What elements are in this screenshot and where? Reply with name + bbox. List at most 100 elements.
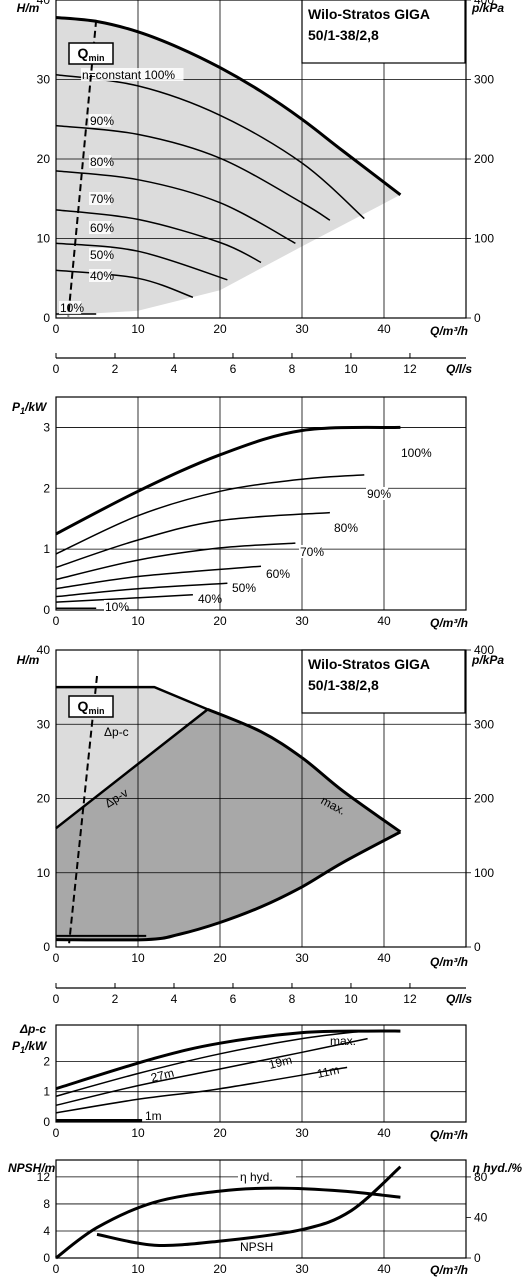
y2-tick-label: 0 [474, 311, 481, 325]
y-tick-label: 20 [37, 792, 51, 806]
x2-tick-label: 6 [230, 362, 237, 376]
speed-label: 50% [90, 248, 114, 262]
y-tick-label: 2 [43, 1054, 50, 1068]
y2-tick-label: 200 [474, 152, 494, 166]
x2-tick-label: 0 [53, 362, 60, 376]
speed-label: n=constant 100% [82, 68, 175, 82]
qmin-line [67, 19, 98, 317]
power-curve-5 [55, 565, 262, 590]
qmin-label: Qmin [78, 698, 105, 716]
x2-axis-label: Q/l/s [446, 362, 472, 376]
plot-frame [55, 1024, 467, 1123]
y-tick-label: 1 [43, 1085, 50, 1099]
x-tick-label: 0 [53, 322, 60, 336]
npsh-curve [96, 1165, 402, 1247]
x-tick-label: 0 [53, 614, 60, 628]
x-tick-label: 20 [213, 1126, 227, 1140]
control-power-curve-2 [55, 1030, 364, 1097]
y-tick-label: 40 [37, 0, 51, 7]
x-tick-label: 30 [295, 614, 309, 628]
qmin-line [68, 675, 98, 944]
x-axis-label: Q/m³/h [430, 324, 468, 338]
speed-label-bg [89, 221, 112, 234]
power-curve-1 [55, 425, 401, 536]
speed-curve-5 [55, 209, 262, 264]
power-curve-3 [55, 511, 330, 569]
efficiency-curve [55, 1186, 401, 1260]
efficiency-label-bg [238, 1170, 296, 1184]
power-label: 40% [198, 592, 222, 606]
power-label-bg [400, 446, 429, 459]
chart-3-head-control: 0 10 20 30 400102030400100200300400QminWilo-… [17, 643, 505, 1006]
y-tick-label: 30 [37, 717, 51, 731]
y-tick-label: 2 [43, 481, 50, 495]
y-tick-label: 0 [43, 940, 50, 954]
min-curve [55, 830, 402, 942]
y-tick-label: 0 [43, 311, 50, 325]
y2-tick-label: 400 [474, 0, 494, 7]
y-tick-label: 30 [37, 73, 51, 87]
y-axis-label: NPSH/m [8, 1161, 56, 1175]
speed-label: 70% [90, 192, 114, 206]
chart-1-head-speed: 0 10 20 30 400102030400100200300400n=constan… [17, 0, 504, 376]
y-tick-label: 0 [43, 1251, 50, 1265]
title-box [301, 0, 466, 64]
y-tick-label: 8 [43, 1197, 50, 1211]
plot-frame [55, 1159, 467, 1259]
chart-5-npsh-efficiency: 0 10 20 30 40 0 4 8 12 0 40 80 η hyd. NPSH NPSH/m η hyd… [8, 1159, 523, 1277]
dpc-curve [56, 685, 209, 711]
x-tick-label: 40 [377, 1126, 391, 1140]
y2-tick-label: 100 [474, 866, 494, 880]
y-axis-label: P1/kW [12, 1039, 48, 1055]
x2-tick-label: 2 [112, 992, 119, 1006]
power-label: 10% [105, 600, 129, 614]
power-label-bg [231, 581, 254, 594]
speed-curve-7 [55, 269, 194, 299]
x-tick-label: 40 [377, 1262, 391, 1276]
y2-axis-label: p/kPa [471, 1, 504, 15]
x-tick-label: 20 [213, 322, 227, 336]
power-label: 70% [300, 545, 324, 559]
control-power-label: 19m [267, 1053, 293, 1072]
x-tick-label: 10 [131, 1262, 145, 1276]
y-tick-label: 3 [43, 420, 50, 434]
x-axis-label: Q/m³/h [430, 1263, 468, 1277]
x-tick-label: 30 [295, 1126, 309, 1140]
y2-axis-label: η hyd./% [473, 1161, 523, 1175]
x-tick-label: 0 [53, 951, 60, 965]
power-label-bg [366, 487, 389, 500]
x2-tick-label: 12 [403, 992, 417, 1006]
speed-label-bg [81, 68, 184, 81]
y-tick-label: 20 [37, 152, 51, 166]
x2-tick-label: 10 [344, 362, 358, 376]
x2-tick-label: 8 [289, 362, 296, 376]
x-tick-label: 10 [131, 951, 145, 965]
chart-2-power-speed: 0 10 20 30 40 0 1 2 3 100% 90% 80% 70% 60% 50% 40% 10% P1… [12, 396, 468, 630]
y2-tick-label: 300 [474, 73, 494, 87]
control-power-curve-1 [55, 1029, 401, 1091]
x2-tick-label: 2 [112, 362, 119, 376]
power-label: 100% [401, 446, 432, 460]
x-tick-label: 40 [377, 951, 391, 965]
x2-axis-label: Q/l/s [446, 992, 472, 1006]
x2-tick-label: 12 [403, 362, 417, 376]
y2-tick-label: 40 [474, 1210, 488, 1224]
y2-tick-label: 80 [474, 1170, 488, 1184]
control-power-label: 1m [145, 1109, 162, 1123]
x-tick-label: 20 [213, 614, 227, 628]
y-axis-label: P1/kW [12, 400, 48, 416]
dpv-curve [55, 708, 209, 830]
x2-tick-label: 8 [289, 992, 296, 1006]
y2-tick-label: 200 [474, 792, 494, 806]
x-tick-label: 30 [295, 322, 309, 336]
qmin-box [68, 695, 114, 718]
speed-label-bg [89, 114, 112, 127]
power-label-bg [265, 567, 288, 580]
speed-label: 40% [90, 269, 114, 283]
speed-label-bg [89, 192, 112, 205]
power-curve-4 [55, 542, 296, 581]
speed-label: 10% [60, 301, 84, 315]
x-tick-label: 10 [131, 1126, 145, 1140]
power-label: 60% [266, 567, 290, 581]
